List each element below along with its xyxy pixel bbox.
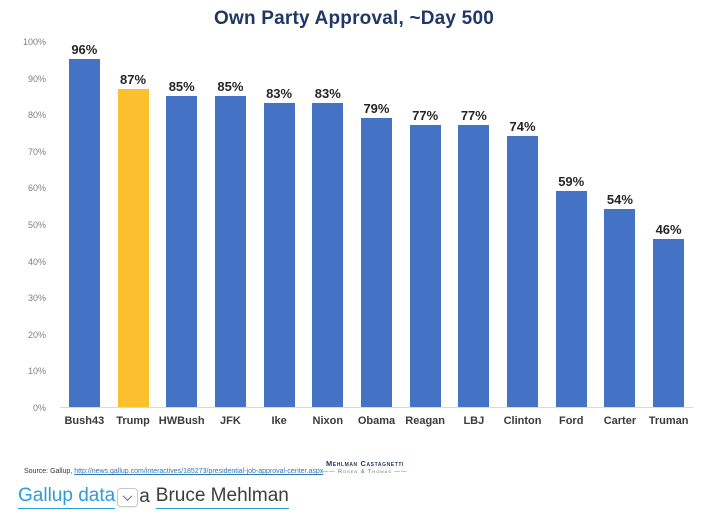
x-axis-label-ike: Ike bbox=[271, 415, 287, 427]
bruce-mehlman-link[interactable]: Bruce Mehlman bbox=[155, 485, 289, 509]
bar-value-label: 54% bbox=[606, 192, 633, 207]
y-axis-tick-label: 30% bbox=[27, 293, 46, 304]
bar-value-label: 46% bbox=[655, 222, 682, 237]
bar-column-truman: 46% bbox=[644, 42, 693, 407]
bar-value-label: 96% bbox=[71, 42, 98, 57]
bar-jfk bbox=[214, 96, 246, 407]
bar-column-nixon: 83% bbox=[303, 42, 352, 407]
y-axis-tick-label: 20% bbox=[27, 329, 46, 340]
bar-value-label: 79% bbox=[363, 101, 390, 116]
collapse-caption-button[interactable] bbox=[117, 487, 139, 507]
bar-column-carter: 54% bbox=[596, 42, 645, 407]
bar-value-label: 83% bbox=[266, 86, 293, 101]
x-axis-label-hwbush: HWBush bbox=[158, 415, 205, 427]
bar-ike bbox=[263, 103, 295, 407]
bar-column-trump: 87% bbox=[109, 42, 158, 407]
source-line: Source: Gallup, http://news.gallup.com/i… bbox=[24, 468, 323, 475]
logo-firm-name: Mehlman Castagnetti bbox=[325, 459, 405, 468]
chevron-down-icon bbox=[122, 490, 133, 501]
x-axis-label-lbj: LBJ bbox=[463, 415, 485, 427]
bar-value-label: 59% bbox=[558, 174, 585, 189]
y-axis-tick-label: 70% bbox=[27, 146, 46, 157]
bar-value-label: 85% bbox=[168, 79, 195, 94]
bar-column-reagan: 77% bbox=[401, 42, 450, 407]
gallup-data-link[interactable]: Gallup data bbox=[18, 485, 116, 509]
bar-ford bbox=[555, 191, 587, 407]
caption-middle-text: a bbox=[139, 486, 150, 507]
bar-value-label: 74% bbox=[509, 119, 536, 134]
x-axis-label-jfk: JFK bbox=[220, 415, 241, 427]
bar-truman bbox=[653, 239, 685, 407]
chart-title: Own Party Approval, ~Day 500 bbox=[214, 8, 494, 29]
y-axis-tick-label: 40% bbox=[27, 256, 46, 267]
logo-firm-subname: Rosen & Thomas bbox=[298, 469, 432, 475]
y-axis: 0% 10% 20% 30% 40% 50% 60% 70% 80% 90% 100% bbox=[0, 37, 52, 413]
bar-column-obama: 79% bbox=[352, 42, 401, 407]
x-axis-label-carter: Carter bbox=[603, 415, 637, 427]
y-axis-tick-label: 80% bbox=[27, 110, 46, 121]
bottom-caption: Gallup data a Bruce Mehlman bbox=[18, 485, 289, 509]
bar-bush43 bbox=[68, 59, 100, 407]
x-axis-label-obama: Obama bbox=[357, 415, 396, 427]
bar-obama bbox=[360, 118, 392, 407]
bar-value-label: 77% bbox=[460, 108, 487, 123]
bar-lbj bbox=[458, 125, 490, 407]
bar-chart-plot-area: 96% 87% 85% 85% 83% 83% 79% 77% 77% 74% 59% 54% 46% bbox=[60, 42, 693, 408]
x-axis-label-ford: Ford bbox=[558, 415, 584, 427]
bar-column-jfk: 85% bbox=[206, 42, 255, 407]
source-url-link[interactable]: http://news.gallup.com/interactives/1852… bbox=[74, 468, 324, 475]
bar-column-bush43: 96% bbox=[60, 42, 109, 407]
y-axis-tick-label: 60% bbox=[27, 183, 46, 194]
bar-column-ford: 59% bbox=[547, 42, 596, 407]
x-axis-label-bush43: Bush43 bbox=[64, 415, 105, 427]
y-axis-tick-label: 50% bbox=[27, 220, 46, 230]
x-axis-label-truman: Truman bbox=[648, 415, 689, 427]
bar-value-label: 77% bbox=[412, 108, 439, 123]
bar-value-label: 83% bbox=[314, 86, 341, 101]
x-axis: Bush43 Trump HWBush JFK Ike Nixon Obama Reagan L… bbox=[60, 415, 693, 427]
x-axis-label-reagan: Reagan bbox=[405, 415, 446, 427]
bar-clinton bbox=[507, 136, 539, 407]
bar-column-hwbush: 85% bbox=[157, 42, 206, 407]
x-axis-label-trump: Trump bbox=[116, 415, 150, 427]
source-prefix: Source: Gallup, bbox=[24, 468, 75, 475]
bar-reagan bbox=[409, 125, 441, 407]
y-axis-tick-label: 90% bbox=[27, 73, 46, 84]
bar-carter bbox=[604, 209, 636, 407]
bar-column-lbj: 77% bbox=[450, 42, 499, 407]
y-axis-tick-label: 10% bbox=[27, 366, 46, 377]
bar-column-clinton: 74% bbox=[498, 42, 547, 407]
bar-nixon bbox=[312, 103, 344, 407]
bar-trump bbox=[117, 89, 149, 407]
bar-value-label: 87% bbox=[120, 72, 147, 87]
bar-column-ike: 83% bbox=[255, 42, 304, 407]
mehlman-castagnetti-logo: Mehlman Castagnetti Rosen & Thomas bbox=[298, 459, 432, 475]
bar-value-label: 85% bbox=[217, 79, 244, 94]
bar-hwbush bbox=[166, 96, 198, 407]
y-axis-tick-label: 0% bbox=[32, 403, 46, 413]
x-axis-label-nixon: Nixon bbox=[312, 415, 344, 427]
x-axis-label-clinton: Clinton bbox=[503, 415, 542, 427]
y-axis-tick-label: 100% bbox=[22, 37, 46, 47]
